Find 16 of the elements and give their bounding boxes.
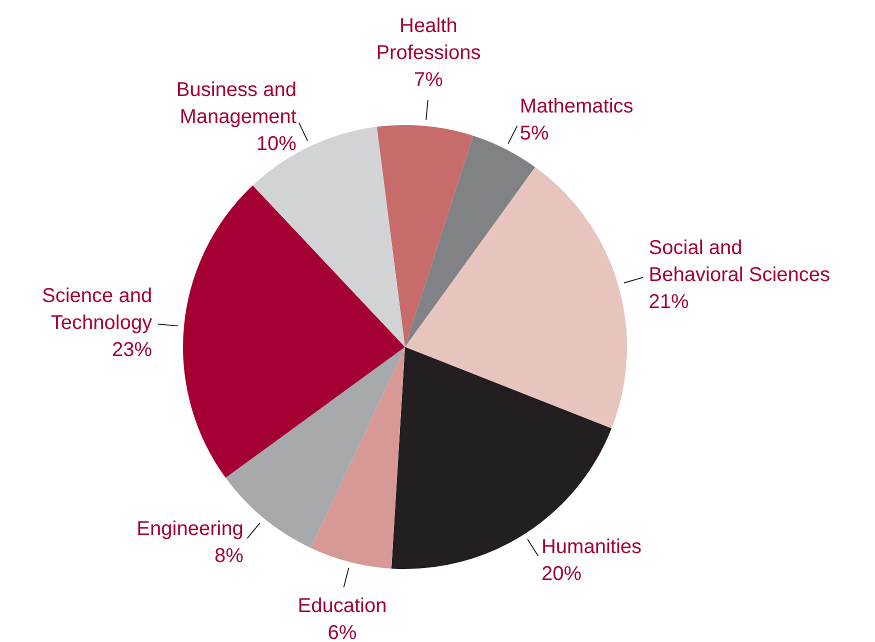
slice-label: Health Professions: [376, 15, 481, 64]
slice-label: Education: [298, 595, 387, 618]
data-label: 7%: [414, 69, 444, 92]
data-label: 20%: [541, 563, 582, 586]
data-label: 10%: [256, 132, 297, 155]
data-label: 6%: [328, 622, 357, 642]
slice-label: Humanities: [541, 536, 642, 558]
slice-label: Business and Management: [176, 78, 297, 128]
data-label: 8%: [214, 545, 244, 568]
data-label: 21%: [648, 291, 690, 314]
slice-label: Social and Behavioral Sciences: [648, 237, 830, 286]
slice-label: Mathematics: [520, 96, 634, 118]
slice-label: Science and Technology: [42, 285, 152, 334]
data-label: 5%: [520, 122, 550, 144]
slice-label: Engineering: [136, 518, 244, 540]
data-label: 23%: [112, 339, 152, 362]
